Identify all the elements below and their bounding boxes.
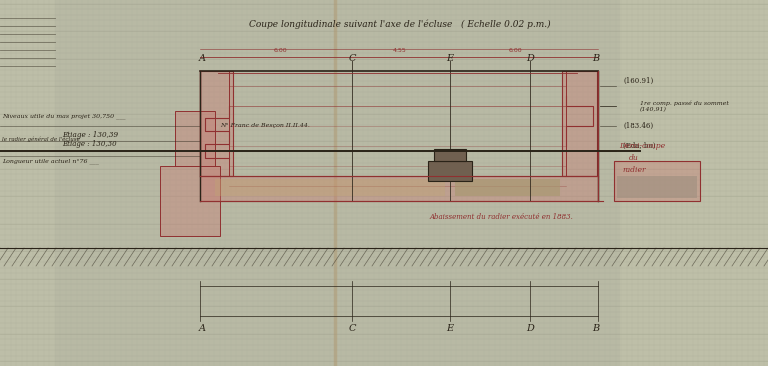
Bar — [200, 176, 598, 201]
Text: E: E — [446, 54, 454, 63]
Bar — [0, 0, 55, 366]
Text: du: du — [629, 154, 639, 162]
Text: Etiage : 130,30: Etiage : 130,30 — [62, 140, 117, 148]
Bar — [175, 111, 215, 166]
Text: Abaissement du radier exécuté en 1883.: Abaissement du radier exécuté en 1883. — [430, 213, 574, 221]
Text: 6.00: 6.00 — [508, 48, 521, 53]
Bar — [620, 0, 768, 366]
Text: le radier général de l'écluse: le radier général de l'écluse — [2, 136, 80, 142]
Bar — [215, 179, 445, 196]
Text: B: B — [592, 324, 600, 333]
Text: D: D — [526, 54, 534, 63]
Text: 4.55: 4.55 — [393, 48, 407, 53]
Bar — [200, 71, 233, 176]
Bar — [614, 161, 700, 201]
Text: Coupe longitudinale suivant l'axe de l'écluse   ( Echelle 0.02 p.m.): Coupe longitudinale suivant l'axe de l'é… — [249, 19, 550, 29]
Bar — [455, 179, 560, 196]
Text: C: C — [348, 54, 356, 63]
Text: Niveaux utile du mas projet 30,750 ___: Niveaux utile du mas projet 30,750 ___ — [2, 113, 125, 119]
Bar — [617, 176, 697, 198]
Bar — [562, 71, 597, 176]
Text: E: E — [446, 324, 454, 333]
Text: Etiage : 130,39: Etiage : 130,39 — [62, 131, 118, 139]
Text: 6.00: 6.00 — [273, 48, 286, 53]
Text: A: A — [198, 54, 206, 63]
Text: 1re comp. passé du sommet
(140,91): 1re comp. passé du sommet (140,91) — [640, 100, 729, 112]
Text: (183.46): (183.46) — [623, 122, 653, 130]
Text: C: C — [348, 324, 356, 333]
Bar — [160, 166, 220, 236]
Text: A: A — [198, 324, 206, 333]
Text: Demi-coupe: Demi-coupe — [619, 142, 665, 150]
Text: N° Franc de Besçon II.II.44.: N° Franc de Besçon II.II.44. — [220, 123, 310, 128]
Text: B: B — [592, 54, 600, 63]
Bar — [428, 161, 472, 181]
Text: Longueur utile actuel n°76 ___: Longueur utile actuel n°76 ___ — [2, 158, 99, 164]
Text: D: D — [526, 324, 534, 333]
Text: radier: radier — [622, 166, 646, 174]
Text: (160.91): (160.91) — [623, 77, 654, 85]
Text: (Eda, bo): (Eda, bo) — [623, 142, 656, 150]
Bar — [434, 149, 466, 161]
